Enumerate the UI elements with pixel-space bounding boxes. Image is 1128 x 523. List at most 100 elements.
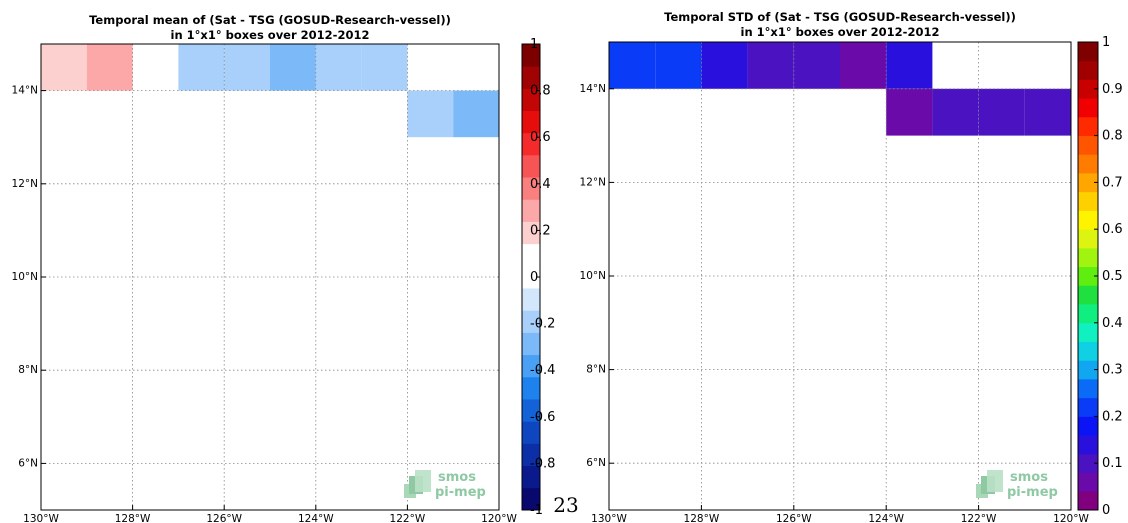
x-tick-label: 126°W (206, 513, 242, 523)
y-tick-label: 14°N (12, 85, 38, 97)
x-tick-label: 122°W (961, 513, 997, 523)
colorbar-swatch (522, 66, 540, 89)
colorbar-swatch (522, 243, 540, 267)
colorbar-swatch (1078, 42, 1098, 62)
colorbar-tick-label: 1 (530, 37, 538, 52)
colorbar-swatch (1078, 304, 1098, 324)
x-tick-label: 124°W (868, 513, 904, 523)
colorbar-tick-label: 0.4 (1102, 316, 1123, 331)
colorbar-tick-label: 0.2 (530, 223, 551, 238)
colorbar-swatch (1078, 266, 1098, 286)
heatmap-cell (609, 42, 656, 89)
colorbar-tick-label: -0.4 (530, 363, 555, 378)
std-map-cells (609, 42, 1071, 136)
colorbar-swatch (522, 265, 540, 289)
y-tick-label: 8°N (18, 364, 38, 376)
heatmap-cell (41, 44, 87, 91)
y-tick-label: 10°N (12, 271, 38, 283)
y-tick-label: 8°N (586, 364, 606, 376)
std-chart-title-line1: Temporal STD of (Sat - TSG (GOSUD-Resear… (664, 10, 1016, 24)
colorbar-swatch (522, 487, 540, 511)
y-tick-label: 10°N (580, 270, 606, 282)
colorbar-tick-label: 0.7 (1102, 175, 1123, 190)
colorbar-swatch (1078, 322, 1098, 342)
logo-text-smos: smos (1010, 470, 1048, 485)
std-chart: Temporal STD of (Sat - TSG (GOSUD-Resear… (580, 10, 1123, 523)
colorbar-tick-label: 0.3 (1102, 363, 1123, 378)
colorbar-tick-label: 0.4 (530, 177, 551, 192)
colorbar-swatch (1078, 378, 1098, 399)
colorbar-swatch (522, 110, 540, 134)
x-tick-label: 128°W (684, 513, 720, 523)
heatmap-cell (453, 90, 499, 138)
colorbar-swatch (1078, 210, 1098, 230)
colorbar-swatch (522, 354, 540, 378)
logo-block (415, 470, 431, 492)
colorbar-swatch (522, 443, 540, 467)
colorbar-tick-label: -0.8 (530, 456, 555, 471)
mean-chart-title-line1: Temporal mean of (Sat - TSG (GOSUD-Resea… (89, 13, 451, 27)
colorbar-tick-label: 0.1 (1102, 456, 1123, 471)
logo-text-pimep: pi-mep (1007, 485, 1058, 500)
heatmap-cell (361, 44, 408, 91)
colorbar-swatch (1078, 79, 1098, 99)
heatmap-cell (407, 90, 454, 138)
colorbar-swatch (1078, 491, 1098, 511)
heatmap-cell (1024, 88, 1071, 136)
colorbar-swatch (522, 154, 540, 178)
colorbar-swatch (522, 88, 540, 111)
heatmap-cell (315, 44, 362, 91)
x-tick-label: 122°W (390, 513, 426, 523)
heatmap-cell (886, 88, 933, 136)
colorbar-swatch (1078, 173, 1098, 193)
heatmap-cell (224, 44, 270, 91)
colorbar-tick-label: 0 (1102, 503, 1110, 518)
colorbar-swatch (522, 399, 540, 422)
colorbar-swatch (522, 44, 540, 67)
colorbar-tick-label: 1 (1102, 35, 1110, 50)
colorbar-swatch (1078, 154, 1098, 174)
x-tick-label: 130°W (591, 513, 627, 523)
colorbar-swatch (1078, 453, 1098, 473)
heatmap-cell (793, 42, 840, 89)
heatmap-cell (270, 44, 316, 91)
std-x-axis: 130°W 128°W 126°W 124°W 122°W 120°W (591, 505, 1089, 523)
colorbar-tick-label: 0.6 (1102, 222, 1123, 237)
y-tick-label: 6°N (18, 457, 38, 469)
y-tick-label: 14°N (580, 83, 606, 95)
colorbar-swatch (522, 177, 540, 200)
colorbar-swatch (1078, 247, 1098, 268)
y-tick-label: 6°N (586, 457, 606, 469)
mean-map-cells (41, 44, 499, 138)
logo-text-smos: smos (438, 470, 476, 485)
colorbar-swatch (522, 376, 540, 400)
x-tick-label: 120°W (1053, 513, 1089, 523)
colorbar-swatch (1078, 98, 1098, 118)
heatmap-cell (747, 42, 794, 89)
colorbar-swatch (522, 332, 540, 356)
colorbar-swatch (1078, 397, 1098, 417)
colorbar-swatch (522, 288, 540, 311)
mean-map-grid (41, 44, 499, 510)
std-map-grid (609, 42, 1071, 510)
colorbar-swatch (1078, 285, 1098, 305)
x-tick-label: 130°W (23, 513, 59, 523)
y-tick-label: 12°N (580, 176, 606, 188)
colorbar-swatch (1078, 360, 1098, 380)
colorbar-swatch (522, 132, 540, 156)
std-y-axis: 6°N 8°N 10°N 12°N 14°N (580, 83, 614, 469)
colorbar-tick-label: 0.9 (1102, 82, 1123, 97)
colorbar-swatch (1078, 472, 1098, 492)
colorbar-swatch (1078, 135, 1098, 155)
mean-chart-title-line2: in 1°x1° boxes over 2012-2012 (171, 28, 370, 42)
x-tick-label: 124°W (298, 513, 334, 523)
std-chart-title-line2: in 1°x1° boxes over 2012-2012 (741, 25, 940, 39)
x-tick-label: 128°W (115, 513, 151, 523)
smos-logo-left: smos pi-mep (404, 470, 486, 500)
colorbar-tick-label: 0.2 (1102, 409, 1123, 424)
y-tick-label: 12°N (12, 178, 38, 190)
colorbar-tick-label: -0.2 (530, 317, 555, 332)
colorbar-tick-label: 0 (530, 270, 538, 285)
heatmap-cell (886, 42, 933, 89)
